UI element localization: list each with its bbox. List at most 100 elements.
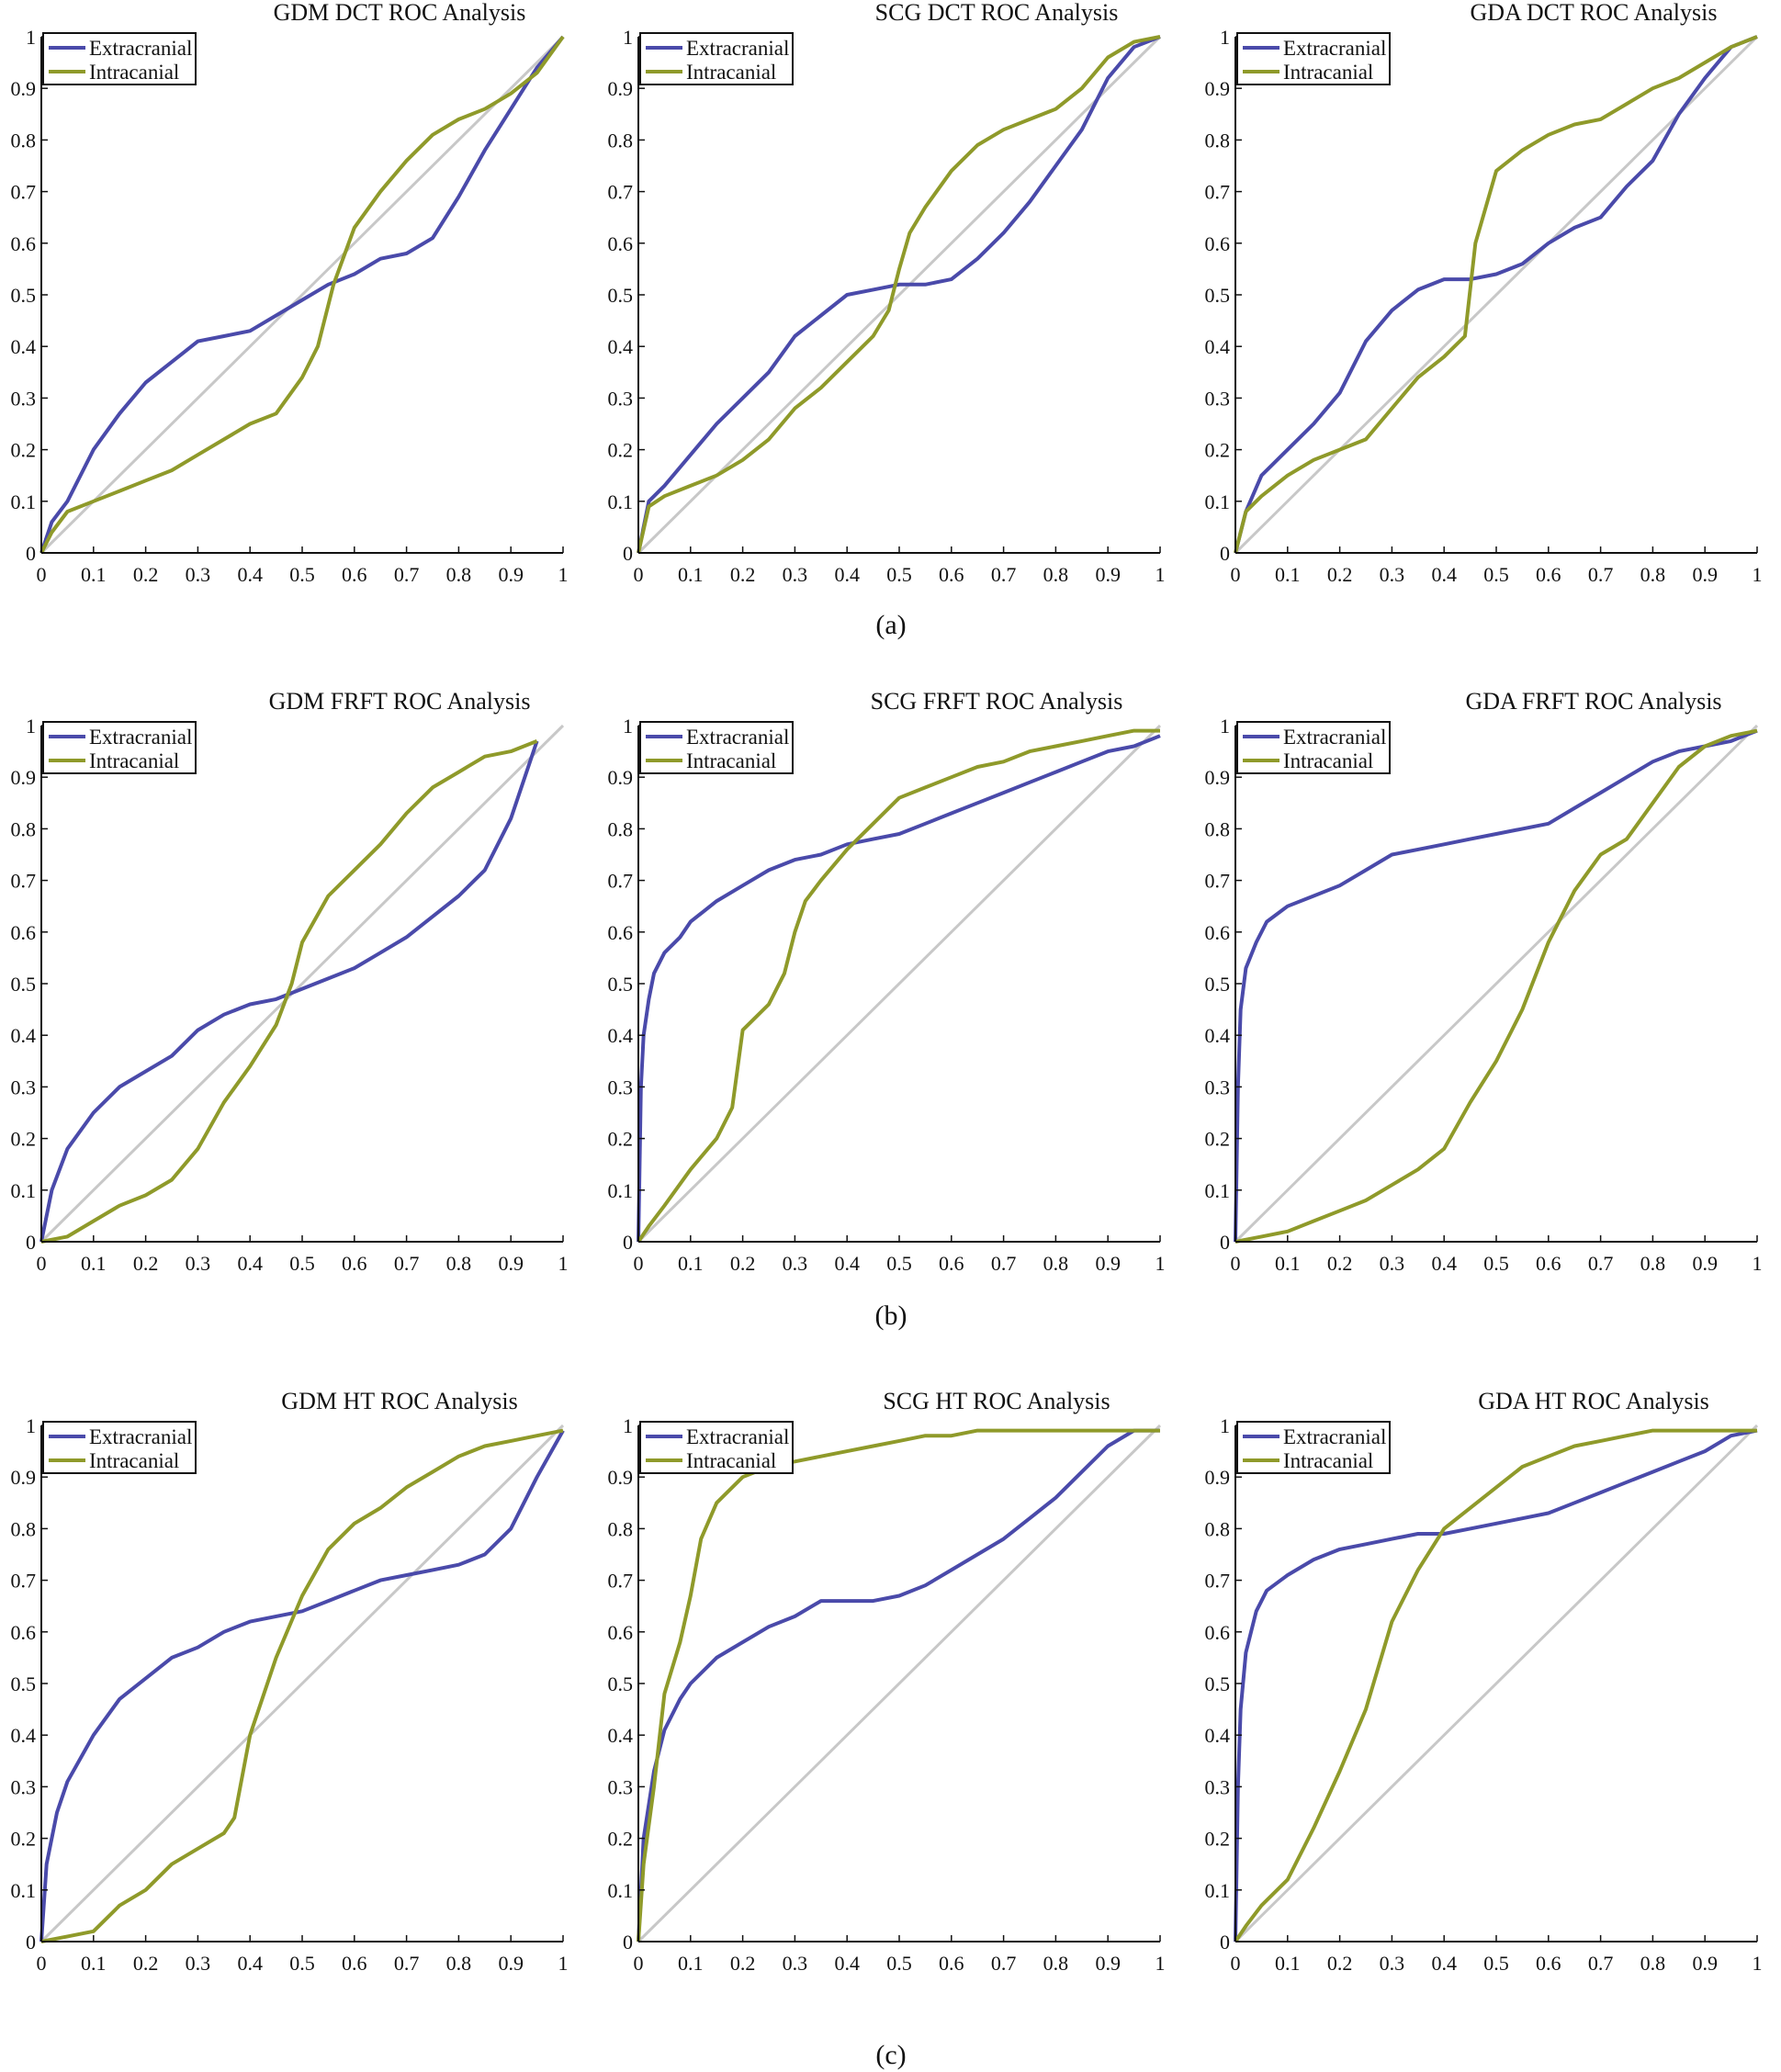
- chart-panel: 0 0.1 0.2 0.3 0.4 0.5 0.6 0.7 0.8 0.9 1 0 0.1 0.2 0.3 0…: [1205, 0, 1763, 586]
- x-tick-label: 0.9: [1692, 1252, 1718, 1275]
- series-line-extracranial: [1234, 728, 1758, 1243]
- series-line-intracanial: [637, 35, 1161, 554]
- x-tick-label: 1: [1753, 563, 1763, 586]
- legend-label-intracanial: Intracanial: [686, 749, 776, 772]
- x-tick-label: 0.4: [834, 1952, 860, 1975]
- y-tick-label: 0.6: [11, 232, 37, 255]
- legend-box: [639, 32, 794, 85]
- y-tick-label: 0.8: [11, 817, 37, 840]
- series-line-intracanial: [1234, 35, 1758, 554]
- x-tick-label: 0.8: [1043, 563, 1069, 586]
- x-tick-label: 0.7: [991, 1952, 1017, 1975]
- x-tick-label: 0.1: [81, 563, 107, 586]
- x-tick-label: 0.6: [342, 1952, 367, 1975]
- x-tick-label: 0.9: [1095, 1952, 1121, 1975]
- series-line-extracranial: [39, 740, 539, 1243]
- x-tick-label: 0.9: [1095, 1252, 1121, 1275]
- x-tick-label: 0.9: [1095, 563, 1121, 586]
- x-tick-label: 0.2: [1327, 1252, 1353, 1275]
- legend-label-intracanial: Intracanial: [1283, 1449, 1373, 1472]
- diagonal-reference-line: [1234, 35, 1759, 555]
- y-tick-label: 0.5: [1205, 1672, 1231, 1695]
- y-tick-label: 1: [1220, 26, 1230, 49]
- chart-panel: 0 0.1 0.2 0.3 0.4 0.5 0.6 0.7 0.8 0.9 1 0 0.1 0.2 0.3 0…: [11, 688, 569, 1275]
- diagonal-reference-line: [39, 724, 565, 1244]
- diagonal-reference-line: [637, 724, 1162, 1244]
- x-tick-label: 0.6: [939, 1952, 964, 1975]
- x-tick-label: 0.3: [186, 1952, 211, 1975]
- y-tick-label: 0.4: [1205, 335, 1231, 358]
- x-tick-label: 0.6: [939, 563, 964, 586]
- y-tick-label: 0.4: [11, 1024, 37, 1047]
- x-tick-label: 1: [1753, 1952, 1763, 1975]
- x-tick-label: 0.1: [81, 1952, 107, 1975]
- legend-box: [1236, 1421, 1391, 1474]
- diagonal-reference-line: [637, 1424, 1162, 1943]
- x-tick-label: 0.5: [289, 1252, 315, 1275]
- chart-title: GDM DCT ROC Analysis: [274, 0, 526, 26]
- x-tick-label: 0.9: [1692, 563, 1718, 586]
- x-tick-label: 0.3: [186, 563, 211, 586]
- x-tick-label: 0.6: [342, 563, 367, 586]
- legend-label-intracanial: Intracanial: [686, 1449, 776, 1472]
- legend-label-extracranial: Extracranial: [1283, 1425, 1386, 1448]
- y-tick-label: 0.4: [11, 335, 37, 358]
- legend-label-extracranial: Extracranial: [89, 37, 192, 60]
- x-tick-label: 0.6: [939, 1252, 964, 1275]
- y-tick-label: 0.5: [608, 973, 634, 996]
- y-tick-label: 0.5: [11, 973, 37, 996]
- x-tick-label: 0.1: [678, 563, 704, 586]
- y-tick-label: 0.9: [608, 1466, 634, 1489]
- legend-label-extracranial: Extracranial: [1283, 726, 1386, 749]
- y-tick-label: 0: [623, 1931, 633, 1954]
- x-tick-label: 1: [558, 1252, 569, 1275]
- x-tick-label: 0.7: [394, 1252, 420, 1275]
- y-tick-label: 0.3: [608, 1775, 634, 1798]
- chart-panel: 0 0.1 0.2 0.3 0.4 0.5 0.6 0.7 0.8 0.9 1 0 0.1 0.2 0.3 0…: [608, 1388, 1166, 1975]
- y-tick-label: 0.5: [608, 284, 634, 307]
- diagonal-reference-line: [637, 35, 1162, 555]
- x-tick-label: 1: [558, 563, 569, 586]
- y-tick-label: 0.3: [1205, 387, 1231, 410]
- x-tick-label: 0.4: [1431, 1252, 1457, 1275]
- y-tick-label: 0.1: [11, 1179, 37, 1202]
- y-tick-label: 0.4: [1205, 1724, 1231, 1747]
- y-tick-label: 0: [1220, 1931, 1230, 1954]
- x-tick-label: 0.4: [237, 563, 263, 586]
- x-tick-label: 0.5: [886, 563, 912, 586]
- chart-panel: 0 0.1 0.2 0.3 0.4 0.5 0.6 0.7 0.8 0.9 1 0 0.1 0.2 0.3 0…: [1205, 1388, 1763, 1975]
- legend-label-extracranial: Extracranial: [686, 1425, 789, 1448]
- legend-box: [42, 32, 197, 85]
- x-tick-label: 0.5: [886, 1252, 912, 1275]
- y-tick-label: 0.6: [608, 921, 634, 944]
- x-tick-label: 0: [634, 1952, 644, 1975]
- x-tick-label: 0: [37, 1252, 47, 1275]
- x-tick-label: 0.6: [1536, 563, 1561, 586]
- chart-panel: 0 0.1 0.2 0.3 0.4 0.5 0.6 0.7 0.8 0.9 1 0 0.1 0.2 0.3 0…: [1205, 688, 1763, 1275]
- y-tick-label: 0.6: [1205, 1621, 1231, 1644]
- x-tick-label: 0.2: [133, 1952, 159, 1975]
- x-tick-label: 0: [634, 1252, 644, 1275]
- y-tick-label: 0: [26, 1231, 36, 1254]
- legend-box: [639, 721, 794, 774]
- x-tick-label: 0.7: [394, 563, 420, 586]
- x-tick-label: 0.3: [1380, 563, 1405, 586]
- series-line-intracanial: [40, 739, 538, 1244]
- x-tick-label: 0.6: [1536, 1252, 1561, 1275]
- x-tick-label: 0.8: [1640, 1952, 1666, 1975]
- x-tick-label: 0: [634, 563, 644, 586]
- x-tick-label: 0.4: [1431, 1952, 1457, 1975]
- y-tick-label: 0.6: [1205, 232, 1231, 255]
- x-tick-label: 0.8: [1640, 563, 1666, 586]
- y-tick-label: 0.7: [608, 1570, 634, 1593]
- y-tick-label: 1: [623, 1414, 633, 1437]
- chart-title: GDA DCT ROC Analysis: [1471, 0, 1718, 26]
- series-line-extracranial: [637, 1428, 1160, 1942]
- y-tick-label: 1: [26, 1414, 36, 1437]
- y-tick-label: 0.6: [608, 1621, 634, 1644]
- x-tick-label: 1: [558, 1952, 569, 1975]
- x-tick-label: 0.5: [289, 563, 315, 586]
- y-tick-label: 0.7: [11, 1570, 37, 1593]
